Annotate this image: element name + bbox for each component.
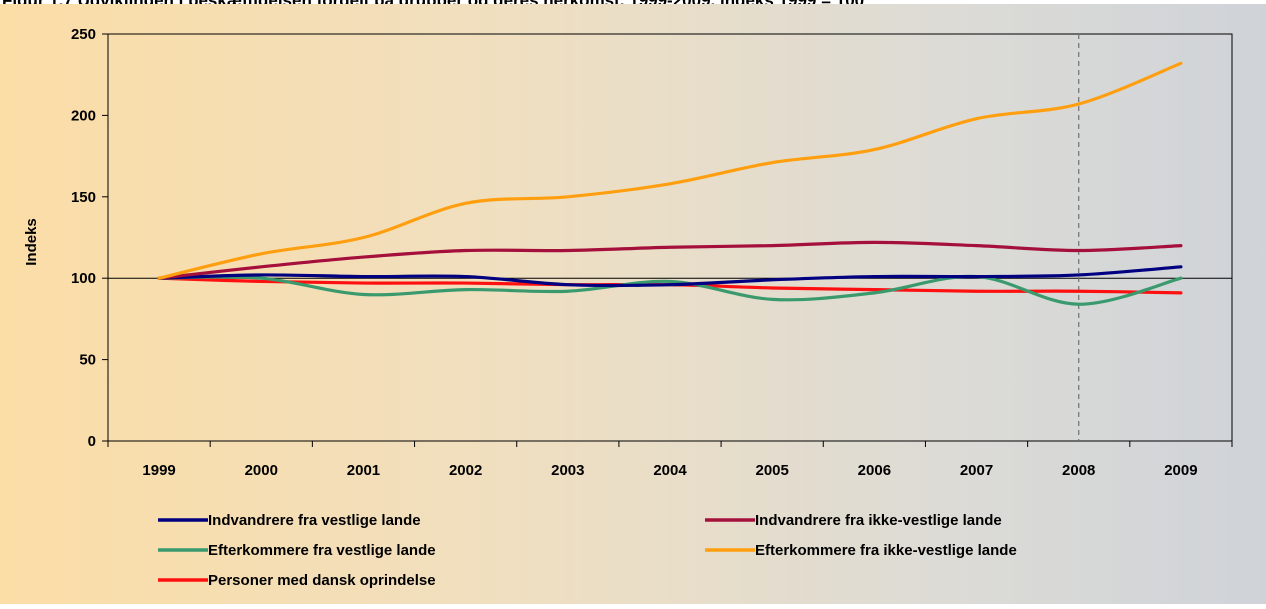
legend-item: Efterkommere fra ikke-vestlige lande: [705, 542, 1017, 559]
x-tick-label: 2004: [653, 462, 687, 479]
x-tick-label: 1999: [142, 462, 175, 479]
series-line-4: [157, 61, 1183, 280]
legend-item: Indvandrere fra ikke-vestlige lande: [705, 512, 1002, 529]
legend-label: Personer med dansk oprindelse: [208, 572, 436, 589]
y-tick-label: 50: [79, 352, 96, 369]
legend-label: Efterkommere fra ikke-vestlige lande: [755, 542, 1017, 559]
plot-area: [107, 33, 1233, 442]
x-tick-label: 2008: [1062, 462, 1095, 479]
plot-frame: [107, 33, 1233, 442]
line-chart: 0 50 100 150 200 250 1999 2000 2001 2002 2003 2004…: [23, 26, 1233, 589]
series-line-3: [157, 274, 1183, 306]
y-axis-label: Indeks: [23, 218, 40, 266]
x-tick-label: 2000: [245, 462, 278, 479]
legend-label: Efterkommere fra vestlige lande: [208, 542, 436, 559]
y-tick-label: 200: [71, 107, 96, 124]
legend-item: Personer med dansk oprindelse: [158, 572, 436, 589]
y-tick-label: 250: [71, 26, 96, 43]
x-tick-label: 2002: [449, 462, 482, 479]
x-tick-label: 2005: [755, 462, 788, 479]
y-tick-label: 100: [71, 270, 96, 287]
x-tick-label: 2006: [858, 462, 891, 479]
x-tick-label: 2009: [1164, 462, 1197, 479]
legend: Indvandrere fra vestlige lande Indvandrer…: [158, 512, 1017, 589]
series-line-1: [157, 265, 1183, 288]
x-tick-label: 2007: [960, 462, 993, 479]
series-layer: [157, 61, 1183, 306]
y-tick-label: 0: [88, 433, 96, 450]
legend-label: Indvandrere fra vestlige lande: [208, 512, 421, 529]
series-line-2: [157, 240, 1183, 280]
x-tick-label: 2001: [347, 462, 380, 479]
legend-label: Indvandrere fra ikke-vestlige lande: [755, 512, 1002, 529]
y-tick-label: 150: [71, 189, 96, 206]
x-tick-label: 2003: [551, 462, 584, 479]
legend-item: Efterkommere fra vestlige lande: [158, 542, 436, 559]
y-axis: 0 50 100 150 200 250: [71, 26, 108, 450]
chart-panel: 0 50 100 150 200 250 1999 2000 2001 2002 2003 2004…: [0, 4, 1266, 604]
legend-item: Indvandrere fra vestlige lande: [158, 512, 421, 529]
x-axis: 1999 2000 2001 2002 2003 2004 2005 2006 2007 2008…: [107, 441, 1233, 479]
